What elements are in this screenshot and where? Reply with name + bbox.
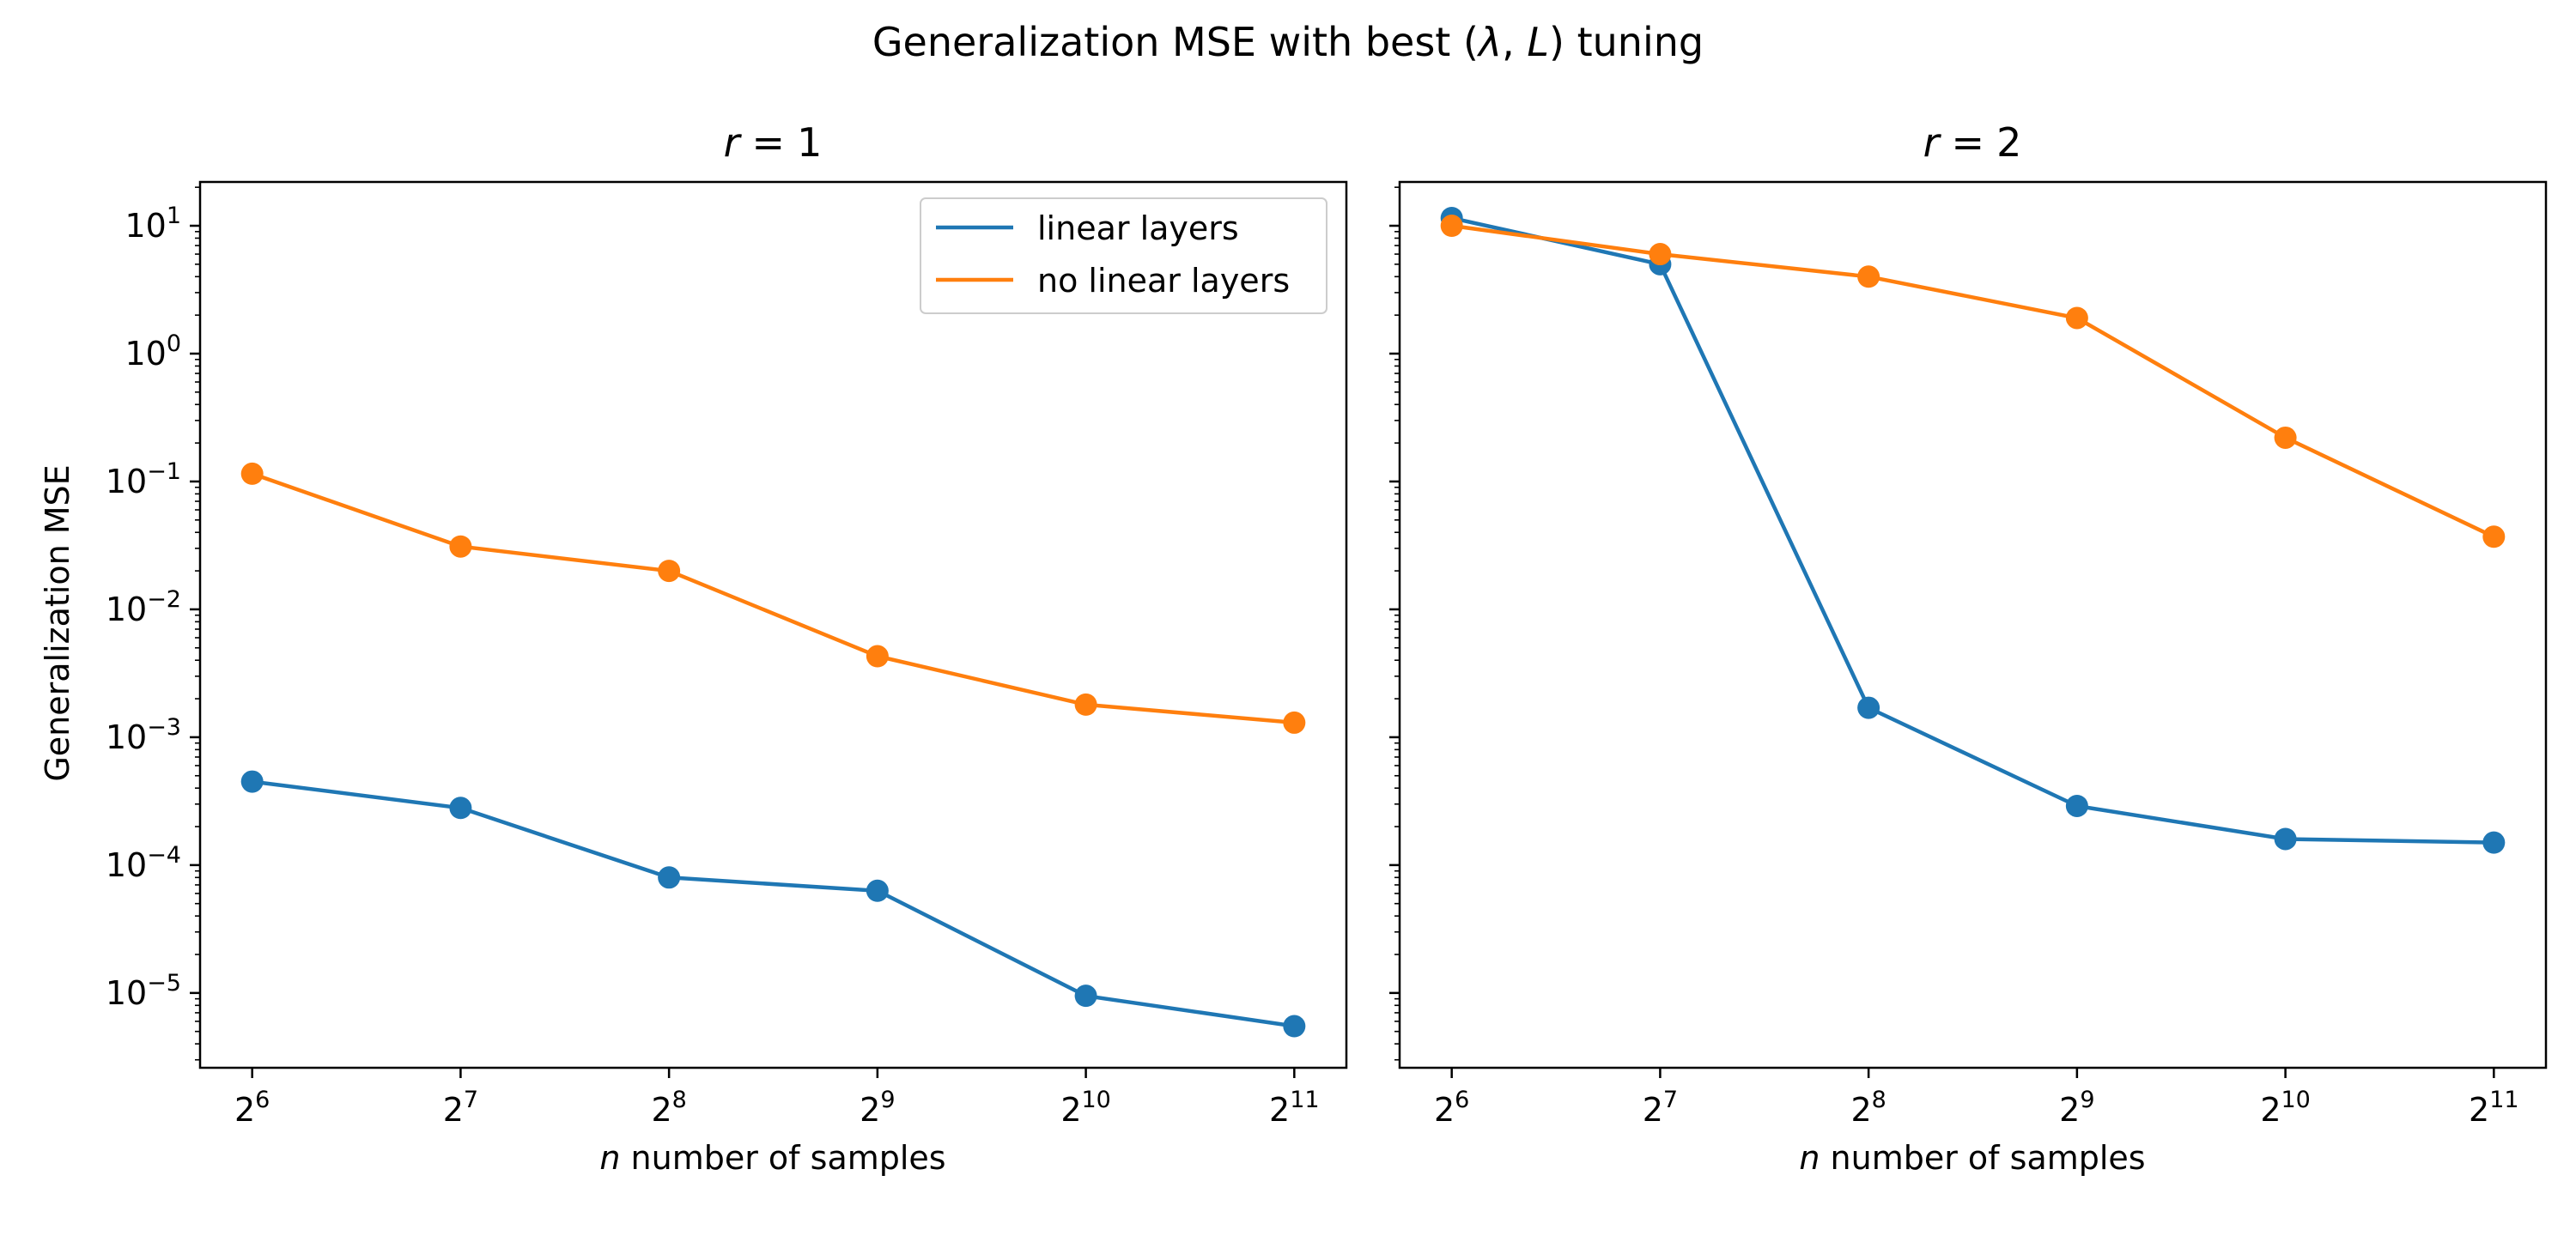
- data-point-linear: [1074, 985, 1097, 1008]
- data-point-nolinear: [1649, 243, 1672, 266]
- data-point-nolinear: [1283, 711, 1306, 734]
- legend-label-nolinear: no linear layers: [1037, 262, 1290, 300]
- x-tick-label: 29: [2059, 1087, 2094, 1129]
- y-tick-label: 10−3: [106, 714, 181, 756]
- data-point-linear: [1857, 696, 1880, 719]
- data-point-linear: [866, 879, 889, 902]
- series-line-linear: [252, 779, 1295, 1028]
- x-tick-label: 211: [2469, 1087, 2519, 1129]
- panel-r1: r = 1 n number of samples 26 27 28 29 210 211 10…: [106, 119, 1348, 1177]
- x-axis-label-r2: n number of samples: [1799, 1139, 2145, 1177]
- y-axis-label: Generalization MSE: [39, 464, 76, 781]
- grid-ticks-r2: 26 27 28 29 210 211: [1389, 186, 2519, 1129]
- data-point-nolinear: [1857, 265, 1880, 288]
- panel-r2: r = 2 n number of samples 26 27 28 29 210 211: [1389, 119, 2548, 1177]
- data-point-nolinear: [449, 535, 472, 558]
- grid-ticks-r1: 26 27 28 29 210 211 101 100 10−1 10−2 10−3 10−4 10−5: [106, 186, 1320, 1129]
- panel-title-r2: r = 2: [1923, 119, 2022, 166]
- x-tick-label: 28: [651, 1087, 686, 1129]
- plot-area-r1: [240, 462, 1306, 1038]
- x-tick-label: 27: [443, 1087, 478, 1129]
- panel-title-r1: r = 1: [724, 119, 823, 166]
- axes-frame-r1: [198, 180, 1348, 1069]
- x-tick-label: 26: [234, 1087, 270, 1129]
- data-point-nolinear: [1074, 693, 1097, 716]
- data-point-linear: [449, 797, 472, 820]
- data-point-nolinear: [1440, 215, 1463, 238]
- y-tick-label: 10−2: [106, 586, 181, 628]
- y-tick-label: 10−1: [106, 458, 181, 500]
- data-point-linear: [240, 770, 264, 793]
- data-point-nolinear: [2065, 306, 2088, 330]
- x-tick-label: 210: [2260, 1087, 2311, 1129]
- data-point-nolinear: [240, 462, 264, 485]
- y-tick-label: 101: [125, 203, 181, 245]
- x-tick-label: 26: [1434, 1087, 1469, 1129]
- plot-area-r2: [1440, 206, 2506, 854]
- data-point-linear: [658, 866, 681, 889]
- x-axis-label-r1: n number of samples: [599, 1139, 945, 1177]
- x-tick-label: 211: [1269, 1087, 1320, 1129]
- x-tick-label: 28: [1850, 1087, 1886, 1129]
- data-point-nolinear: [2274, 426, 2297, 449]
- x-tick-label: 27: [1643, 1087, 1678, 1129]
- x-tick-label: 210: [1060, 1087, 1111, 1129]
- legend-box: [920, 197, 1327, 314]
- y-tick-label: 10−4: [106, 842, 181, 884]
- legend: linear layers no linear layers: [920, 197, 1327, 314]
- data-point-nolinear: [658, 560, 681, 583]
- series-line-linear: [1451, 215, 2494, 845]
- x-tick-label: 29: [860, 1087, 895, 1129]
- legend-label-linear: linear layers: [1037, 209, 1239, 247]
- figure-suptitle: Generalization MSE with best (λ, L) tuni…: [872, 19, 1704, 65]
- data-point-linear: [2065, 794, 2088, 817]
- y-tick-label: 10−5: [106, 970, 181, 1012]
- axes-frame-r2: [1398, 180, 2548, 1069]
- series-line-nolinear: [1451, 223, 2495, 539]
- y-tick-label: 100: [125, 330, 181, 373]
- data-point-linear: [2482, 831, 2506, 854]
- data-point-linear: [1283, 1015, 1306, 1038]
- data-point-nolinear: [2482, 525, 2506, 548]
- series-line-nolinear: [251, 471, 1295, 725]
- data-point-linear: [2274, 827, 2297, 851]
- data-point-nolinear: [866, 645, 889, 668]
